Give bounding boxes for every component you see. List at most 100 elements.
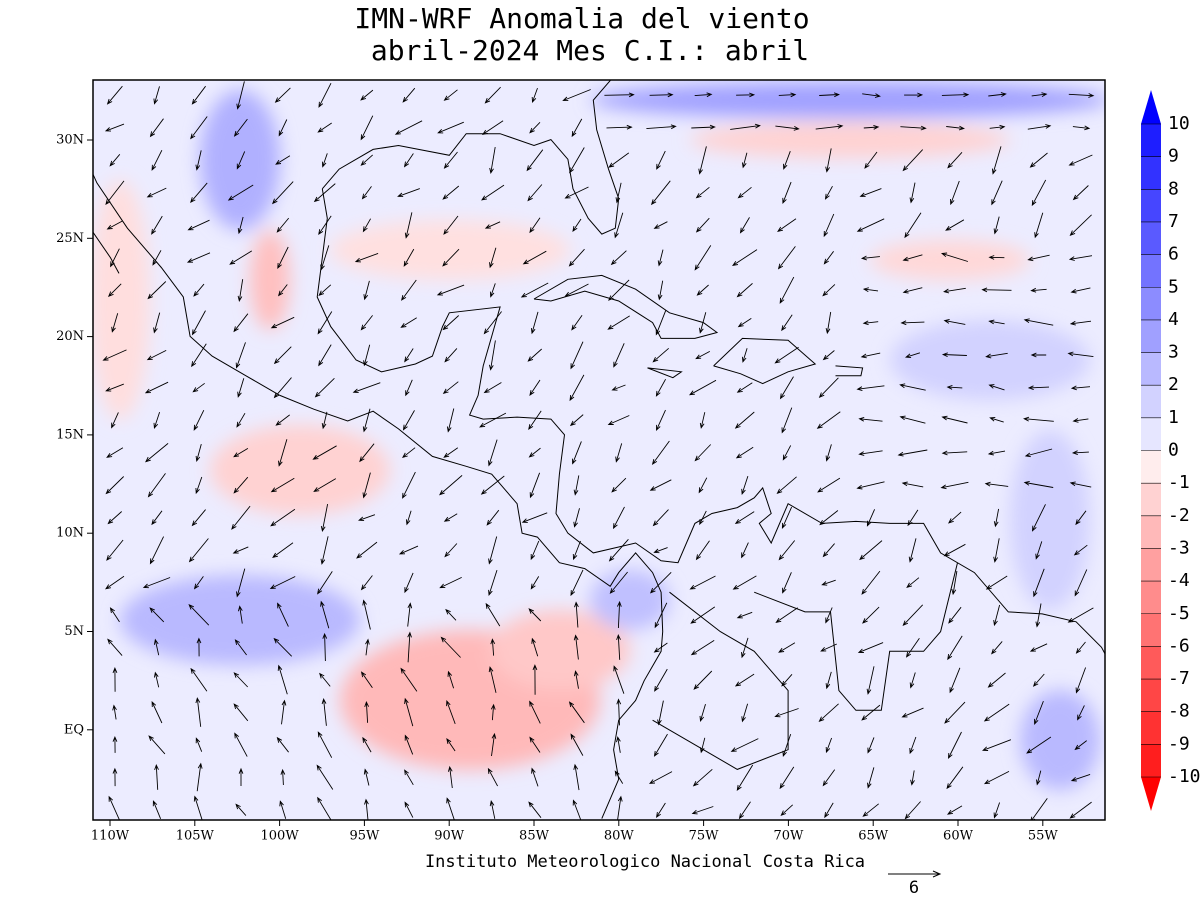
wind-arrow	[867, 767, 875, 789]
wind-arrow	[867, 737, 875, 754]
wind-arrow	[530, 576, 540, 590]
wind-arrow	[608, 539, 629, 562]
wind-arrow	[982, 739, 1012, 751]
colorbar-box	[1141, 548, 1161, 582]
wind-arrow	[108, 795, 120, 820]
wind-arrow	[446, 738, 456, 752]
wind-arrow	[779, 766, 795, 790]
wind-arrow	[151, 700, 163, 724]
wind-arrow	[147, 473, 166, 498]
wind-arrow	[404, 769, 414, 786]
y-tick-label: 25N	[56, 231, 84, 246]
wind-arrow	[988, 92, 1007, 97]
wind-arrow	[358, 514, 376, 522]
wind-arrow	[144, 381, 169, 394]
wind-arrow	[318, 344, 332, 367]
wind-arrow	[486, 509, 500, 526]
wind-arrow	[1070, 385, 1091, 391]
wind-arrow	[906, 577, 920, 589]
wind-arrow	[483, 311, 502, 335]
wind-arrow	[655, 378, 666, 397]
wind-arrow	[278, 119, 288, 137]
wind-arrow	[694, 444, 712, 462]
wind-arrow	[401, 279, 417, 301]
wind-arrow	[945, 219, 965, 231]
wind-arrow	[862, 287, 879, 292]
wind-arrow	[151, 510, 163, 526]
wind-arrow	[699, 703, 706, 723]
wind-arrow	[491, 732, 497, 757]
wind-arrow	[857, 642, 884, 653]
x-tick-label: 80W	[604, 829, 635, 844]
wind-arrow	[105, 383, 124, 392]
wind-arrow	[233, 313, 249, 333]
wind-arrow	[402, 447, 416, 459]
wind-arrow	[989, 416, 1004, 423]
wind-arrow	[988, 255, 1005, 260]
wind-arrow	[313, 478, 337, 492]
wind-arrow	[782, 181, 792, 204]
wind-arrow	[655, 802, 666, 818]
wind-arrow	[696, 284, 709, 296]
wind-arrow	[856, 385, 885, 392]
wind-arrow	[111, 412, 119, 429]
wind-arrow	[522, 250, 547, 265]
wind-arrow	[571, 118, 583, 138]
wind-arrow	[359, 443, 375, 463]
wind-arrow	[866, 666, 875, 695]
title: IMN-WRF Anomalia del viento	[354, 2, 809, 35]
wind-arrow	[616, 634, 621, 660]
colorbar-label: 5	[1168, 276, 1179, 297]
wind-arrow	[407, 602, 413, 627]
x-tick-label: 105W	[176, 829, 215, 844]
wind-arrow	[694, 92, 713, 98]
wind-arrow	[657, 249, 664, 267]
colorbar-label: 0	[1168, 440, 1179, 461]
colorbar-label: -10	[1168, 766, 1200, 787]
wind-arrow	[984, 481, 1009, 487]
wind-arrow	[398, 545, 419, 555]
wind-arrow	[484, 221, 501, 229]
wind-arrow	[689, 575, 716, 590]
wind-arrow	[859, 188, 882, 198]
wind-arrow	[106, 539, 124, 561]
wind-arrow	[825, 444, 832, 462]
wind-arrow	[732, 575, 757, 590]
wind-arrow	[521, 512, 548, 523]
wind-arrow	[191, 343, 207, 368]
wind-arrow	[354, 252, 379, 263]
wind-arrow	[488, 439, 498, 467]
wind-vectors	[102, 81, 1095, 820]
wind-arrow	[145, 443, 169, 463]
wind-arrow	[528, 410, 542, 431]
wind-arrow	[436, 284, 465, 296]
colorbar-label: -1	[1168, 472, 1190, 493]
wind-arrow	[822, 284, 836, 297]
wind-arrow	[993, 802, 1001, 819]
wind-arrow	[608, 152, 630, 168]
wind-arrow	[275, 155, 291, 165]
wind-arrow	[186, 252, 211, 263]
colorbar-label: 6	[1168, 244, 1179, 265]
wind-arrow	[741, 475, 749, 496]
wind-arrow	[195, 476, 203, 495]
wind-arrow	[818, 703, 839, 722]
wind-arrow	[691, 806, 714, 815]
wind-arrow	[190, 182, 208, 203]
wind-arrow	[152, 250, 162, 266]
wind-arrow	[943, 319, 966, 325]
wind-arrow	[940, 481, 969, 490]
wind-arrow	[153, 312, 161, 334]
wind-arrow	[360, 89, 374, 101]
colorbar-label: -9	[1168, 733, 1190, 754]
wind-arrow	[653, 221, 668, 229]
wind-arrow	[407, 631, 412, 663]
anomaly-field	[93, 82, 1105, 790]
wind-arrow	[781, 674, 793, 687]
colorbar-box	[1141, 287, 1161, 320]
wind-arrow	[775, 125, 800, 131]
wind-arrow	[614, 212, 624, 239]
colorbar-box	[1141, 352, 1161, 386]
wind-arrow	[698, 146, 707, 175]
wind-arrow	[741, 542, 749, 559]
